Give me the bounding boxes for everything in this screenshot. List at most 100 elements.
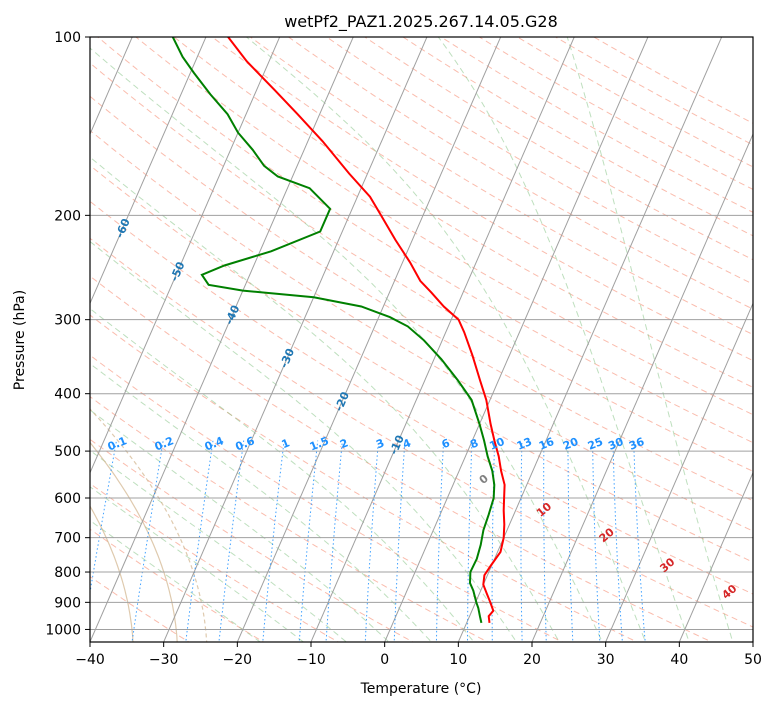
moist-adiabat-line (90, 362, 433, 642)
y-axis: 100 200 300 400 500 600 700 800 900 1000 (45, 30, 90, 638)
x-tick-label: 30 (597, 652, 615, 668)
dry-adiabat-line (96, 37, 753, 444)
y-tick-label: 800 (54, 565, 81, 581)
moist-adiabat-line (90, 240, 518, 642)
mixing-ratio-line (435, 440, 445, 642)
y-tick-label: 500 (54, 444, 81, 460)
dry-adiabat-line (363, 37, 753, 261)
mixing-ratio-label: 10 (487, 435, 506, 453)
isotherm-label: -20 (332, 390, 352, 414)
isotherm-label: -30 (277, 346, 297, 370)
moist-adiabat-line (90, 47, 603, 642)
y-tick-label: 400 (54, 387, 81, 403)
moist-adiabat-line (246, 37, 647, 642)
dry-adiabat-line (440, 37, 753, 213)
x-tick-label: 50 (744, 652, 762, 668)
dry-adiabat-line (90, 314, 639, 642)
chart-title: wetPf2_PAZ1.2025.267.14.05.G28 (284, 12, 558, 32)
dry-adiabat-line (135, 37, 753, 416)
temperature-profile-line (227, 37, 506, 624)
y-tick-label: 200 (54, 208, 81, 224)
mixing-ratio-line (325, 440, 343, 642)
mixing-ratio-label: 25 (586, 435, 605, 453)
dry-adiabat-line (90, 396, 489, 642)
mixing-ratio-line (393, 440, 406, 642)
moist-adiabat-line (90, 409, 390, 642)
dry-adiabat-line (90, 575, 190, 642)
isotherm-label: -40 (223, 303, 243, 327)
isotherm-line (0, 24, 64, 645)
x-tick-label: 10 (449, 652, 467, 668)
mixing-ratio-label: 16 (537, 435, 556, 453)
dry-adiabat-line (90, 438, 414, 642)
dry-adiabat-line (90, 275, 713, 642)
moist-adiabat-line (90, 486, 305, 642)
dry-adiabat-line (90, 354, 564, 642)
line-annotations: -60-50-40-30-20-100.1 0.2 0.4 0.6 1 1.5 2 3 4 6 8 1… (106, 216, 740, 602)
dry-adiabat-line (516, 37, 753, 168)
dry-adiabat-line (90, 528, 265, 642)
mixing-ratio-label: 6 (440, 436, 452, 451)
x-tick-label: −20 (223, 652, 253, 668)
mixing-ratio-line (218, 440, 245, 642)
mixing-ratio-line (592, 440, 601, 642)
x-tick-label: 20 (523, 652, 541, 668)
dry-adiabat-line (249, 37, 753, 336)
mixing-ratio-label: 36 (627, 435, 646, 453)
profile-series (171, 37, 506, 624)
mixing-ratio-label: 13 (515, 435, 534, 453)
dry-adiabat-line (287, 37, 753, 310)
mixing-ratio-line (364, 440, 379, 642)
moist-adiabat-line (90, 519, 262, 642)
x-tick-label: −40 (75, 652, 105, 668)
reference-curve (90, 408, 208, 642)
mixing-ratio-line (612, 440, 623, 642)
isotherm-line (90, 37, 281, 475)
mixing-ratio-label: 20 (561, 435, 580, 453)
mixing-ratio-line (633, 440, 646, 642)
mixing-ratio-label: 1 (280, 436, 292, 451)
isotherm-line (384, 37, 649, 642)
moist-adiabat-label: 0 (477, 472, 491, 487)
dry-adiabat-line (592, 37, 753, 124)
moist-adiabat-line (90, 449, 348, 642)
mixing-ratio-line (567, 440, 574, 642)
isotherm-line (310, 37, 575, 642)
background-lines (0, 24, 753, 645)
x-tick-label: 0 (380, 652, 389, 668)
isotherm-line (605, 302, 753, 642)
mixing-ratio-line (185, 440, 214, 642)
mixing-ratio-line (543, 440, 547, 642)
mixing-ratio-label: 30 (606, 435, 625, 453)
mixing-ratio-label: 8 (468, 436, 480, 451)
isotherm-line (752, 640, 753, 642)
isotherm-line (236, 37, 502, 642)
moist-adiabat-line (90, 156, 560, 642)
y-tick-label: 100 (54, 30, 81, 46)
isotherm-line (457, 37, 723, 642)
moist-adiabat-label: 10 (534, 500, 554, 520)
y-tick-label: 900 (54, 595, 81, 611)
dry-adiabat-line (325, 37, 753, 285)
dry-adiabat-line (90, 95, 753, 502)
x-axis-label: Temperature (°C) (360, 681, 482, 697)
x-axis: −40 −30 −20 −10 0 10 20 30 40 50 (75, 642, 762, 668)
x-tick-label: 40 (670, 652, 688, 668)
mixing-ratio-label: 4 (401, 436, 413, 451)
dewpoint-profile-line (171, 37, 496, 624)
isotherm-line (163, 37, 428, 642)
dry-adiabat-line (90, 200, 753, 595)
dry-adiabat-line (402, 37, 753, 237)
moist-adiabat-line (566, 37, 734, 642)
dry-adiabat-line (90, 164, 753, 563)
y-tick-label: 600 (54, 491, 81, 507)
y-tick-label: 700 (54, 531, 81, 547)
y-axis-label: Pressure (hPa) (12, 290, 28, 390)
x-tick-label: −10 (296, 652, 326, 668)
isotherm-line (90, 37, 207, 305)
moist-adiabat-line (90, 308, 475, 642)
plot-frame (89, 36, 754, 643)
y-tick-label: 1000 (45, 622, 81, 638)
isotherm-line (531, 132, 753, 642)
